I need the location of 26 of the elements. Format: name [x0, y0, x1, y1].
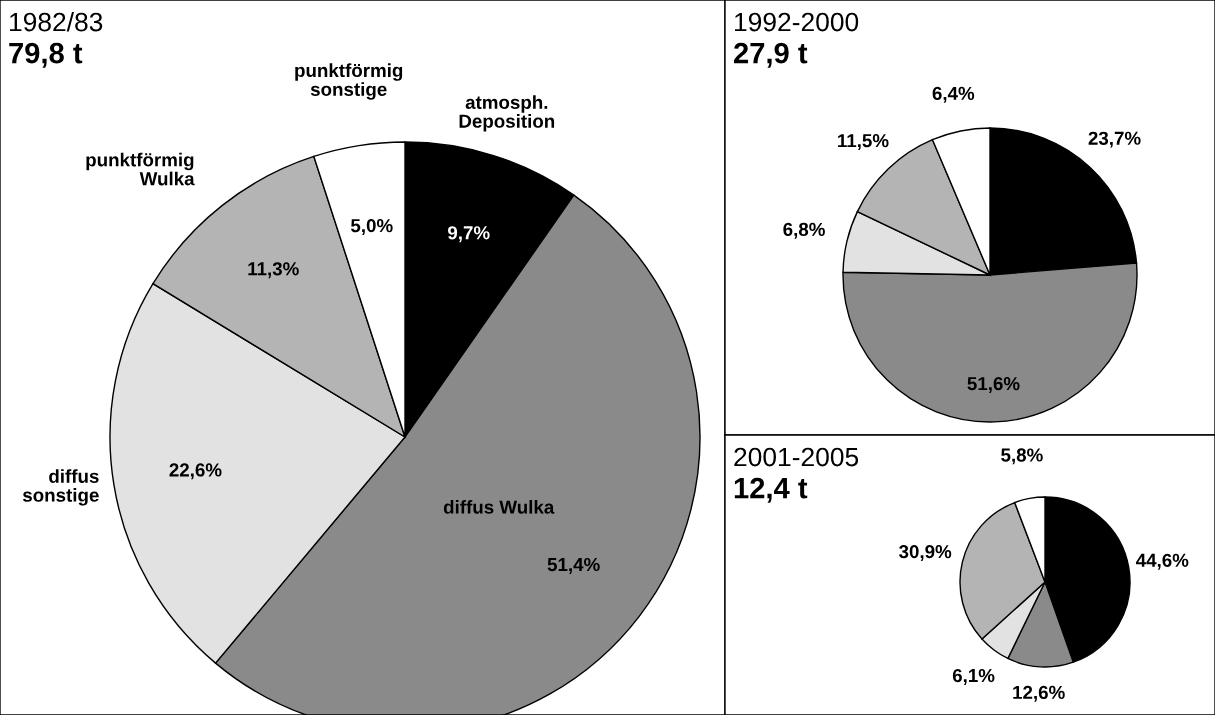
chart-title: 2001-2005 [734, 447, 859, 467]
slice-label: punktförmig Wulka [86, 152, 195, 186]
data-label: 23,7% [1088, 131, 1141, 148]
data-label: 6,8% [783, 222, 825, 239]
chart-subtitle: 27,9 t [734, 42, 808, 68]
data-label: 51,6% [967, 376, 1020, 393]
slice-label: diffus Wulka [443, 500, 555, 514]
data-label: 6,4% [932, 86, 975, 103]
chart-title: 1992-2000 [735, 12, 859, 32]
data-label: 30,9% [899, 544, 952, 561]
data-label: 12,6% [1013, 685, 1065, 702]
slice-label: punktförmig sonstige [295, 63, 403, 100]
chart-subtitle: 79,8 t [9, 42, 83, 68]
chart-title: 1982/83 [10, 12, 103, 32]
data-label: 44,6% [1135, 553, 1189, 570]
data-label: 5,0% [350, 218, 393, 235]
data-label: 6,1% [952, 668, 995, 685]
data-label: 5,8% [1001, 448, 1043, 465]
data-label: 51,4% [547, 557, 600, 574]
text: 12,4 t [734, 477, 808, 503]
data-label: 22,6% [169, 463, 222, 480]
data-label: 11,3% [248, 262, 299, 279]
data-label: 11,5% [838, 134, 889, 150]
slice-label: atmosph. Deposition [459, 95, 555, 132]
data-label: 9,7% [448, 226, 490, 243]
slice-label: diffus sonstige [22, 469, 99, 506]
